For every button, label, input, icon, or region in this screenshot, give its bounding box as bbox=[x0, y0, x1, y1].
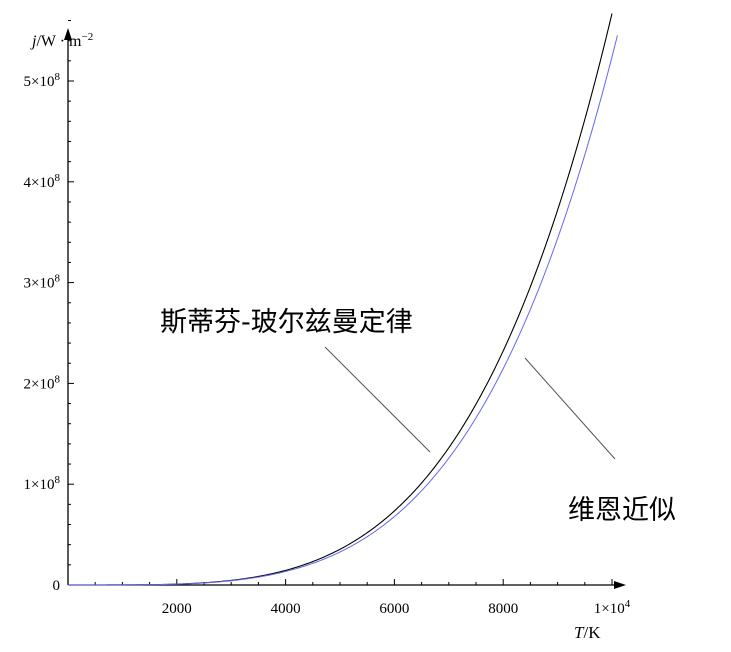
y-ticks: 0 1×108 2×108 3×108 4×108 5×108 bbox=[24, 20, 74, 594]
leader-line-wien bbox=[524, 357, 616, 460]
series-line-wien bbox=[68, 35, 618, 586]
x-tick-label: 1×104 bbox=[594, 598, 631, 617]
y-axis-label: j/W · m−2 bbox=[30, 31, 93, 50]
x-tick-label: 2000 bbox=[162, 601, 192, 617]
series-line-stefan-boltzmann bbox=[68, 13, 613, 586]
x-ticks: 2000 4000 6000 8000 1×104 bbox=[94, 579, 631, 617]
y-tick-label: 5×108 bbox=[24, 71, 61, 90]
y-tick-label: 4×108 bbox=[24, 172, 61, 191]
x-tick-label: 6000 bbox=[379, 601, 409, 617]
leader-line-stefan-boltzmann bbox=[324, 346, 431, 453]
series-layer bbox=[67, 13, 618, 586]
x-axis-arrow bbox=[614, 581, 626, 589]
y-tick-label: 3×108 bbox=[24, 273, 61, 292]
x-tick-label: 4000 bbox=[271, 601, 301, 617]
axis-labels: j/W · m−2 T/K bbox=[30, 31, 601, 642]
annotation-stefan-boltzmann: 斯蒂芬-玻尔兹曼定律 bbox=[160, 307, 413, 338]
y-tick-label: 2×108 bbox=[24, 373, 61, 392]
y-tick-label: 1×108 bbox=[24, 474, 61, 493]
x-axis-label: T/K bbox=[574, 623, 601, 642]
annotation-wien: 维恩近似 bbox=[568, 495, 676, 526]
y-axis-arrow bbox=[64, 28, 72, 40]
x-tick-label: 8000 bbox=[488, 601, 518, 617]
y-tick-label: 0 bbox=[53, 578, 61, 594]
